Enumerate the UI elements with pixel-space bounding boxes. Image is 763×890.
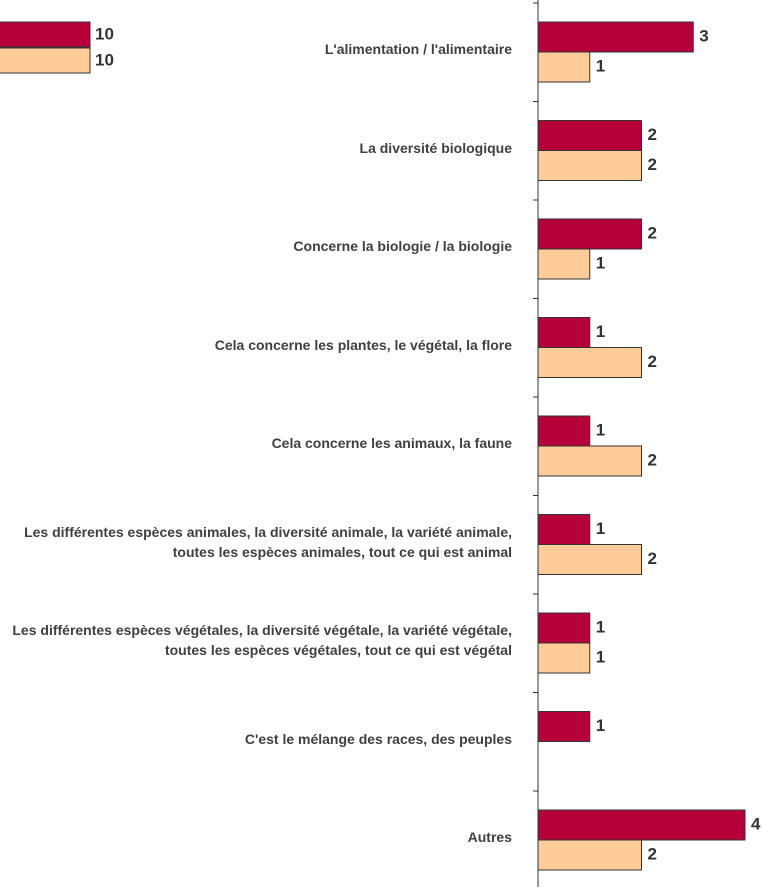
value-label: 2 xyxy=(648,223,657,242)
value-label: 2 xyxy=(648,844,657,863)
category-label: La diversité biologique xyxy=(359,139,512,156)
bar xyxy=(537,809,746,841)
value-label: 2 xyxy=(648,549,657,568)
value-label: 1 xyxy=(596,716,605,735)
bar xyxy=(537,839,642,871)
bar xyxy=(537,612,591,644)
bar xyxy=(537,120,642,151)
bar xyxy=(537,218,642,250)
category-label: Les différentes espèces végétales, la di… xyxy=(12,622,512,658)
value-label: 3 xyxy=(699,26,708,45)
bar xyxy=(537,347,642,378)
bar xyxy=(0,21,91,48)
category-label: Cela concerne les plantes, le végétal, l… xyxy=(214,336,512,353)
value-label: 10 xyxy=(95,50,114,69)
value-label: 1 xyxy=(596,519,605,538)
value-label: 1 xyxy=(596,253,605,272)
bar xyxy=(537,514,591,545)
bar xyxy=(537,415,591,447)
bar xyxy=(0,47,91,74)
value-label: 1 xyxy=(596,647,605,666)
bar xyxy=(537,711,591,742)
bar xyxy=(537,248,591,280)
value-label: 1 xyxy=(596,56,605,75)
bar xyxy=(537,544,642,575)
bar xyxy=(537,150,642,181)
category-label: Autres xyxy=(467,829,512,845)
value-label: 1 xyxy=(596,322,605,341)
bar xyxy=(537,51,591,83)
value-label: 4 xyxy=(751,814,761,833)
bar xyxy=(537,317,591,348)
value-label: 10 xyxy=(95,24,114,43)
value-label: 2 xyxy=(648,125,657,144)
category-label: Concerne la biologie / la biologie xyxy=(293,238,512,254)
category-label: Les différentes espèces animales, la div… xyxy=(24,523,512,560)
value-label: 2 xyxy=(648,352,657,371)
category-label: C'est le mélange des races, des peuples xyxy=(244,730,512,747)
category-label: L'alimentation / l'alimentaire xyxy=(324,41,512,57)
bar xyxy=(537,21,694,53)
value-label: 2 xyxy=(648,155,657,174)
value-label: 1 xyxy=(596,617,605,636)
value-label: 1 xyxy=(596,420,605,439)
bar xyxy=(537,642,591,674)
category-label: Cela concerne les animaux, la faune xyxy=(271,435,512,451)
value-label: 2 xyxy=(648,450,657,469)
bar xyxy=(537,445,642,477)
